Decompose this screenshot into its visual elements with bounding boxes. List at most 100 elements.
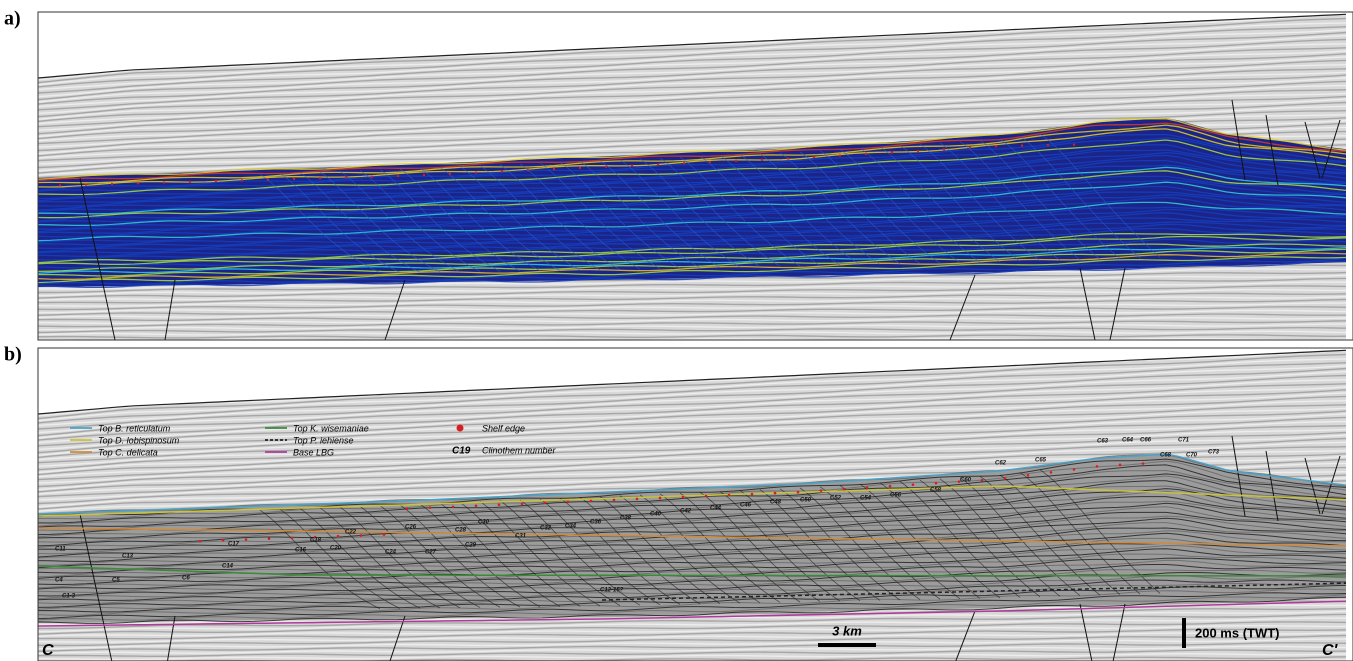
reflector (38, 292, 1347, 304)
panel-frame (37, 347, 1353, 661)
clinothem-label: C12-15? (600, 588, 624, 594)
reflector (38, 515, 1347, 559)
clinothem-label: C36 (590, 520, 602, 526)
clinothem-label: C13 (122, 554, 134, 560)
reflector (38, 320, 1347, 328)
reflector (38, 631, 1347, 643)
reflector (38, 110, 1347, 157)
reflector (38, 260, 1347, 289)
clinoform (619, 159, 741, 268)
shelf-edge (604, 165, 608, 168)
clinoform (659, 493, 781, 603)
clinoform (699, 491, 821, 602)
shelf-edge (552, 167, 556, 171)
reflector (38, 530, 1347, 570)
fault (1231, 435, 1246, 517)
clinoform (599, 160, 721, 268)
reflector (38, 84, 1347, 138)
shelf-edge (497, 503, 501, 507)
clinothem-label: C65 (1035, 458, 1047, 464)
clinoform (319, 171, 441, 273)
shelf-edge (796, 490, 800, 494)
fault (1265, 450, 1279, 522)
reflector (38, 149, 1347, 202)
reflector (38, 480, 1347, 536)
shelf-edge (58, 184, 62, 187)
panel-frame (37, 11, 1353, 341)
reflector (38, 594, 1347, 621)
shelf-edge (1118, 463, 1122, 467)
shelf-edge (658, 496, 662, 500)
fault (1079, 603, 1093, 661)
shelf-edge (704, 494, 708, 498)
clinoform (799, 487, 921, 600)
shelf-edge (842, 487, 846, 491)
clinoform (919, 143, 1041, 262)
clinoform (519, 163, 641, 270)
reflector (38, 625, 1346, 637)
legend: Top B. reticulatum Top D. lobispinosum Top… (70, 423, 369, 457)
shelf-edge (786, 157, 790, 160)
reflector (38, 649, 1347, 657)
reflector (38, 298, 1347, 311)
reflector (38, 133, 1347, 191)
clinothem-label: C70 (1186, 453, 1198, 459)
reflector (38, 77, 1347, 131)
reflector (38, 38, 1347, 101)
reflector (38, 564, 1347, 597)
panel-label: a) (4, 8, 21, 30)
shelf-edge (968, 146, 972, 149)
reflector (38, 557, 1347, 590)
clinoform (579, 161, 701, 269)
reflector (38, 179, 1347, 223)
reflector (38, 527, 1347, 569)
reflector (38, 235, 1347, 266)
reflector (38, 64, 1347, 120)
reflector (38, 569, 1347, 600)
shelf-edge (1072, 468, 1076, 471)
shelf-edge (188, 180, 192, 184)
shelf-edge (292, 177, 296, 181)
shelf-edge (1095, 465, 1099, 468)
reflector (38, 151, 1347, 203)
clinoform (319, 507, 441, 609)
reflector (38, 628, 1347, 640)
clinoform (839, 485, 961, 600)
shelf-edge (240, 179, 244, 182)
shelf-edge (396, 174, 400, 178)
clinoform (999, 474, 1121, 595)
reflector (38, 43, 1347, 103)
shelf-edge (422, 173, 426, 177)
shelf-edge (318, 177, 322, 180)
shelf-edge (198, 539, 202, 543)
clinothem-label: C34 (565, 524, 577, 530)
reflector (38, 358, 1347, 422)
reflector (38, 313, 1347, 321)
shelf-edge (136, 182, 140, 185)
shelf-edge (994, 145, 998, 148)
clinoform (419, 503, 541, 608)
reflector (38, 621, 1347, 635)
clinoform (619, 495, 741, 604)
shelf-edge (214, 179, 218, 183)
reflector (38, 446, 1347, 493)
reflector (38, 502, 1347, 551)
shelf-edge (266, 178, 270, 181)
reflector (38, 257, 1347, 285)
reflector (38, 118, 1347, 180)
reflector (38, 170, 1347, 219)
clinothem-label: C16 (295, 548, 307, 554)
reflector (38, 137, 1347, 192)
reflector (38, 337, 1347, 340)
shelf-edge (448, 172, 452, 175)
shelf-edge (244, 538, 248, 541)
reflector (38, 281, 1347, 297)
horizon (38, 485, 1347, 517)
fault (384, 279, 406, 340)
shelf-edge (773, 491, 777, 495)
reflector (38, 252, 1347, 280)
reflector (38, 362, 1347, 424)
shelf-edge (566, 500, 570, 504)
reflector (38, 353, 1347, 420)
clinothem-label: C42 (680, 509, 692, 515)
